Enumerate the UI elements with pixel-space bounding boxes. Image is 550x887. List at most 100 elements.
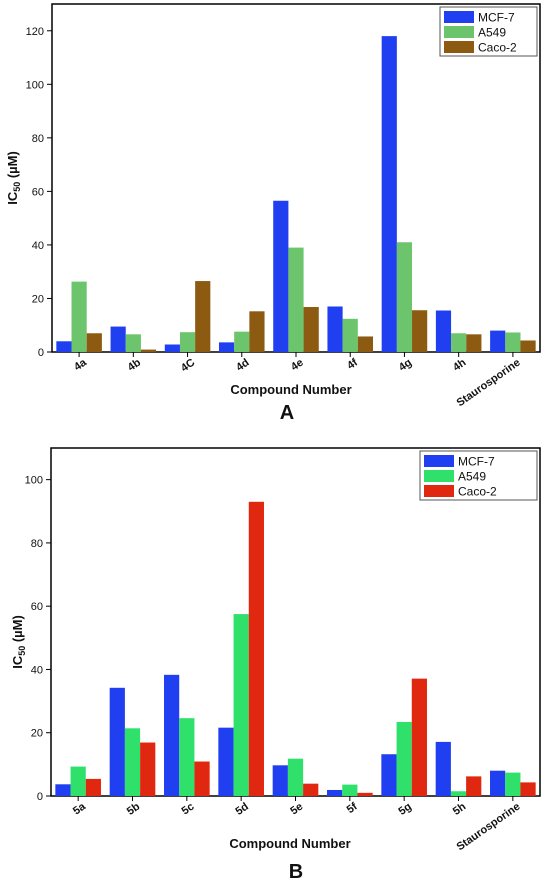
- y-tick-label: 80: [31, 538, 43, 550]
- legend-entry: MCF-7: [458, 455, 495, 469]
- bar: [234, 331, 250, 352]
- y-axis-title: IC50 (µM): [5, 151, 22, 205]
- x-category-label: 5e: [288, 801, 305, 818]
- legend-swatch: [424, 470, 454, 482]
- bar: [342, 318, 358, 352]
- x-category-label: 4g: [397, 357, 414, 374]
- bar: [125, 334, 141, 352]
- y-axis-title-unit: (µM): [5, 151, 20, 182]
- bar: [411, 678, 427, 796]
- bar: [140, 349, 157, 352]
- bar: [55, 784, 71, 796]
- legend-swatch: [424, 485, 454, 497]
- y-axis-title-main: IC: [5, 191, 20, 205]
- bar: [396, 721, 412, 796]
- chart-panel-b: B Compound Number IC50 (µM) 0 20 40 60 80 100…: [10, 447, 541, 883]
- bar: [342, 784, 358, 796]
- y-tick-label: 20: [32, 293, 44, 305]
- x-axis-title: Compound Number: [229, 836, 350, 851]
- x-category-label: 4b: [126, 356, 144, 373]
- panel-label: A: [280, 402, 294, 424]
- bar: [303, 783, 319, 796]
- bar: [466, 334, 482, 352]
- bar: [110, 326, 126, 352]
- bar: [70, 766, 86, 796]
- y-tick-label: 40: [31, 664, 43, 676]
- bar: [288, 247, 304, 352]
- bar: [140, 742, 156, 796]
- bar: [179, 332, 196, 352]
- legend-swatch: [444, 41, 474, 53]
- bar: [490, 330, 506, 352]
- bar: [505, 332, 521, 352]
- x-category-label: 5f: [345, 800, 360, 816]
- y-tick-label: 0: [38, 347, 44, 359]
- bar: [381, 754, 397, 796]
- y-axis-title-subscript: 50: [12, 182, 22, 192]
- x-category-label: 5b: [125, 800, 143, 817]
- bar: [520, 340, 536, 352]
- legend-entry: A549: [458, 470, 486, 484]
- bar: [85, 778, 101, 796]
- bar: [164, 674, 180, 796]
- bar: [194, 761, 210, 796]
- y-tick-label: 60: [32, 186, 44, 198]
- bar: [435, 741, 451, 796]
- bar: [179, 718, 195, 796]
- bar: [287, 758, 304, 796]
- y-axis-title-unit: (µM): [10, 615, 25, 646]
- bar: [195, 281, 211, 352]
- bar: [71, 281, 87, 352]
- x-category-label: 5h: [451, 800, 469, 817]
- bar: [124, 728, 141, 796]
- bar: [248, 501, 264, 796]
- y-tick-label: 80: [32, 133, 44, 145]
- x-category-label: 5g: [396, 801, 413, 818]
- bar: [490, 770, 506, 796]
- y-tick-label: 40: [32, 240, 44, 252]
- x-category-label: 4h: [451, 356, 469, 373]
- bar: [109, 687, 125, 796]
- legend-entry: A549: [478, 26, 506, 40]
- y-tick-label: 0: [37, 791, 43, 803]
- y-axis-title-main: IC: [10, 655, 25, 669]
- bar: [412, 310, 428, 352]
- x-category-label: 4d: [234, 357, 251, 374]
- bar: [466, 776, 482, 796]
- bar: [233, 614, 249, 796]
- y-tick-label: 20: [31, 728, 43, 740]
- y-tick-label: 60: [31, 601, 43, 613]
- x-category-label: 4C: [179, 357, 197, 375]
- legend-entry: MCF-7: [478, 11, 515, 25]
- bar: [327, 789, 343, 796]
- bar: [450, 791, 467, 796]
- bar: [435, 310, 452, 352]
- bar: [357, 792, 373, 796]
- bar: [218, 727, 234, 796]
- x-category-label: 5a: [71, 800, 89, 817]
- bar: [520, 782, 536, 796]
- bar: [272, 765, 288, 796]
- x-category-label: 4e: [289, 357, 306, 374]
- bar: [505, 772, 521, 796]
- bar: [219, 342, 235, 352]
- x-category-label: 5c: [180, 801, 197, 818]
- legend-entry: Caco-2: [458, 485, 497, 499]
- bar: [249, 311, 265, 352]
- bar: [273, 200, 289, 352]
- bar: [357, 336, 373, 352]
- bar: [164, 344, 180, 352]
- legend-swatch: [444, 11, 474, 23]
- bar: [451, 333, 467, 352]
- y-axis-title: IC50 (µM): [10, 615, 27, 669]
- x-axis-title: Compound Number: [230, 382, 351, 397]
- legend-entry: Caco-2: [478, 41, 517, 55]
- bar: [86, 333, 102, 352]
- legend-swatch: [444, 26, 474, 38]
- x-category-label: 4a: [72, 356, 90, 373]
- x-category-label: 4f: [345, 356, 360, 372]
- y-tick-label: 120: [26, 26, 44, 38]
- bar: [381, 36, 397, 352]
- y-axis-title-subscript: 50: [17, 646, 27, 656]
